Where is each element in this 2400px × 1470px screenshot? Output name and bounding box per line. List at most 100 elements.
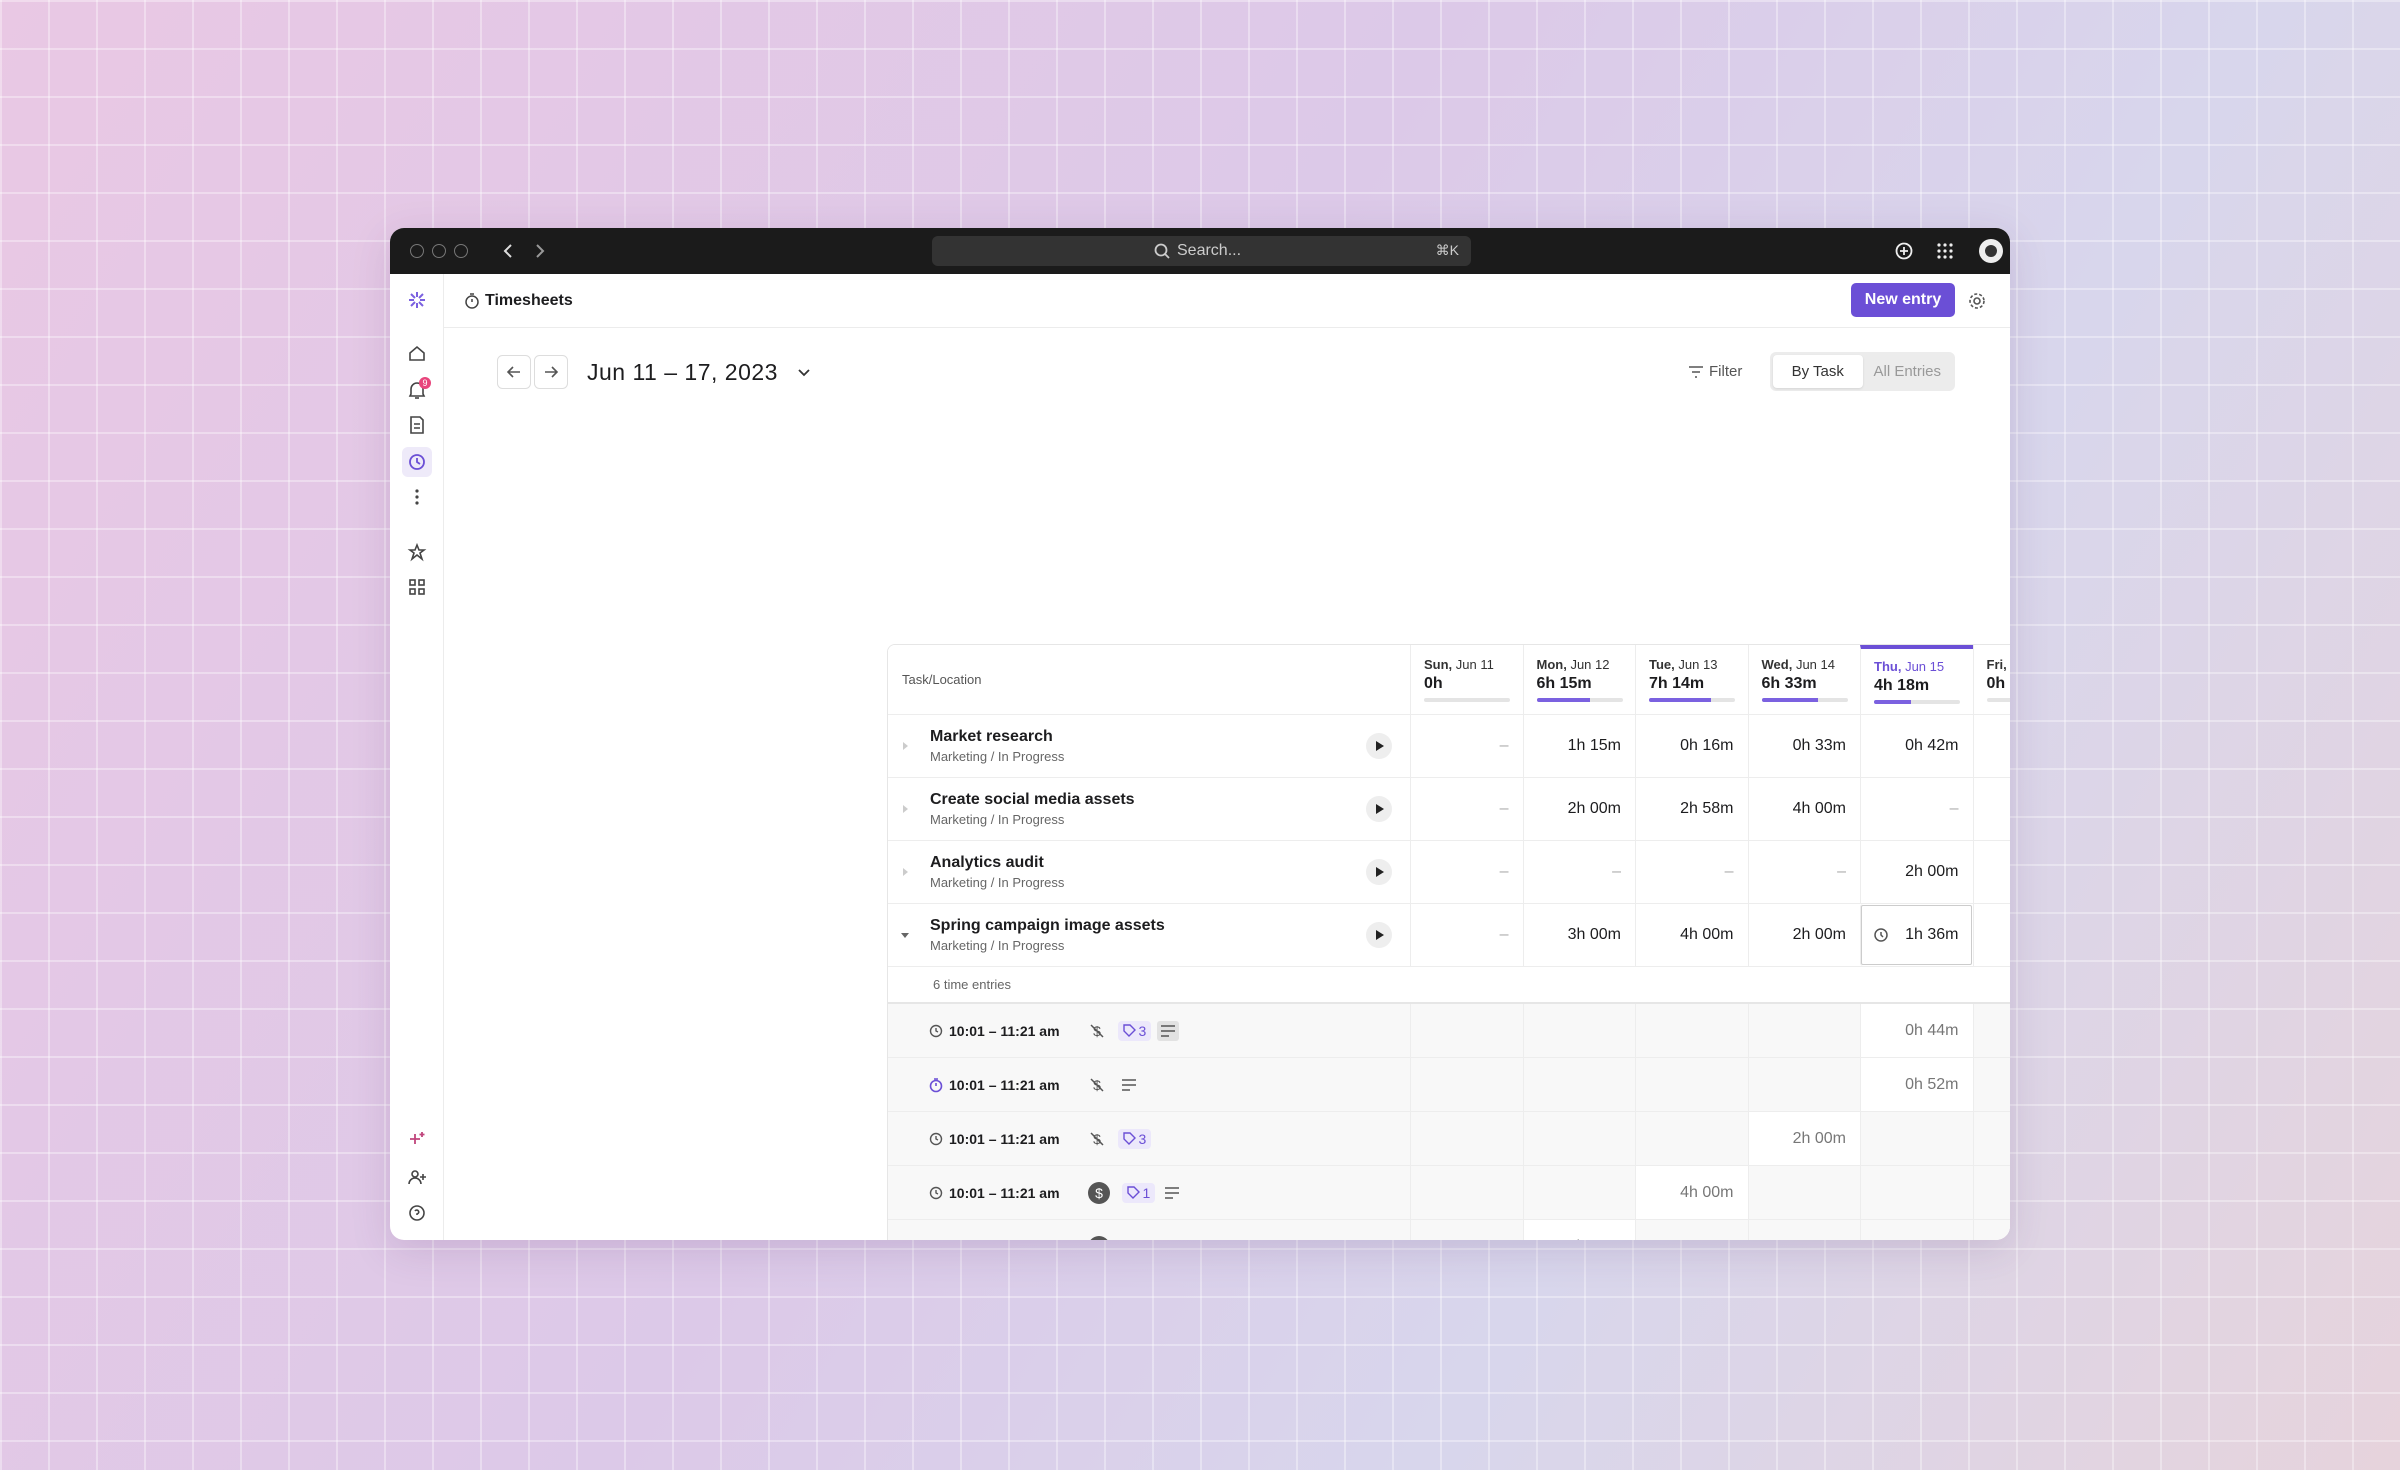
date-dropdown[interactable] [797,368,811,378]
entry-time-cell[interactable]: 2h 00m [1747,1112,1860,1165]
window-control[interactable] [432,244,446,258]
tag-count: 1 [1142,1184,1151,1201]
time-cell[interactable]: – [1972,715,2011,777]
weekday: Wed, [1761,657,1793,672]
time-cell[interactable]: – [1410,715,1523,777]
help-icon[interactable] [409,1205,425,1221]
time-cell[interactable]: – [1635,841,1748,903]
time-value: 2h 58m [1680,800,1734,817]
entry-time-cell[interactable]: 0h 44m [1860,1004,1973,1057]
expand-toggle [900,741,910,751]
window-control[interactable] [410,244,424,258]
entries-label-row: 6 time entries [888,967,2010,1004]
weekday: Thu, [1874,659,1902,674]
time-cell[interactable]: 2h 00m [1522,778,1636,840]
task-row: Create social media assets Marketing / In… [888,778,2010,841]
entry-time-cell [1972,1058,2011,1111]
entry-time-cell [1860,1220,1973,1240]
forward-button[interactable] [532,243,548,259]
home-icon[interactable] [409,345,425,361]
entry-time-cell [1635,1220,1748,1240]
task-cell: Analytics audit Marketing / In Progress [888,841,1410,903]
entry-time-cell [1860,1166,1973,1219]
new-entry-button[interactable]: New entry [1851,283,1955,317]
entry-value: 4h 00m [1680,1183,1734,1201]
entry-time-cell[interactable]: 2h 00m [1522,1220,1635,1240]
add-icon[interactable] [1895,242,1913,260]
task-row: Spring campaign image assets Marketing / … [888,904,2010,967]
settings-icon[interactable] [1968,292,1986,310]
window-control[interactable] [454,244,468,258]
time-cell[interactable]: – [1522,841,1636,903]
progress-track [1874,700,1960,704]
entry-value: 2h 00m [1792,1129,1846,1147]
time-cell[interactable]: 4h 00m [1747,778,1861,840]
task-name: Spring campaign image assets [930,917,1165,934]
time-cell[interactable]: – [1747,841,1861,903]
tab[interactable]: All Entries [1873,363,1942,380]
time-cell[interactable]: 2h 58m [1635,778,1748,840]
day-label: Thu, Jun 15 [1874,659,1944,674]
time-cell[interactable]: – [1972,904,2011,966]
timesheet-table: Task/Location Sun, Jun 11 0h Mon, Jun 12 6h … [887,644,2010,1240]
time-cell[interactable]: 0h 33m [1747,715,1861,777]
back-button[interactable] [500,243,516,259]
time-value: 0h 16m [1680,737,1734,754]
time-cell[interactable]: – [1972,841,2011,903]
progress-fill [1761,698,1818,702]
time-cell[interactable]: 0h 16m [1635,715,1748,777]
day-label: Fri, Jun 16 [1987,657,2011,672]
time-cell[interactable]: 1h 15m [1522,715,1636,777]
task-name: Create social media assets [930,791,1135,808]
tag-count: 3 [1138,1130,1147,1147]
tags[interactable]: 1 [1121,1182,1156,1203]
time-cell[interactable]: 2h 00m [1747,904,1861,966]
expand-toggle [900,867,910,877]
date: Jun 11 [1455,657,1494,672]
progress-fill [1536,698,1591,702]
time-cell[interactable]: 4h 00m [1635,904,1748,966]
search-placeholder: Search... [1177,242,1242,259]
day-label: Mon, Jun 12 [1537,657,1610,672]
more-icon[interactable] [415,489,419,505]
time-cell[interactable]: – [1410,904,1523,966]
avatar[interactable] [1979,239,2003,263]
time-cell[interactable]: – [1410,778,1523,840]
note-icon [1161,1183,1183,1203]
entry-time-cell [1410,1220,1523,1240]
logo[interactable] [409,292,425,308]
time-cell[interactable]: – [1410,841,1523,903]
time-cell[interactable]: 0h 42m [1860,715,1973,777]
tab[interactable]: By Task [1773,355,1863,388]
time-cell[interactable]: 1h 36m [1860,904,1973,966]
filter-button[interactable]: Filter [1709,363,1743,380]
time-cell[interactable]: – [1972,778,2011,840]
favorites-icon[interactable] [407,542,427,562]
ai-icon[interactable] [410,1132,425,1144]
entry-time-cell[interactable]: 4h 00m [1635,1166,1748,1219]
entry-time: 10:01 – 11:21 am [949,1130,1060,1147]
entry-time-cell [1747,1220,1861,1240]
date-range[interactable]: Jun 11 – 17, 2023 [587,359,778,385]
apps-icon[interactable] [409,579,425,595]
search-bar[interactable]: Search... ⌘K [932,236,1471,266]
tags[interactable]: 3 [1117,1128,1152,1149]
day-header: Fri, Jun 16 0h [1972,645,2011,714]
entry-time-cell[interactable]: 0h 52m [1860,1058,1973,1111]
entry-time-cell [1972,1220,2011,1240]
timesheets-icon[interactable] [409,454,425,470]
apps-icon[interactable] [1936,242,1954,260]
time-value: 1h 36m [1905,926,1959,943]
time-cell[interactable]: 2h 00m [1860,841,1973,903]
tags[interactable]: 3 [1117,1020,1152,1041]
badge-count: 9 [422,378,427,388]
tag-icon [1122,1132,1136,1145]
expand-toggle [900,804,910,814]
time-value: 1h 15m [1567,737,1621,754]
invite-icon[interactable] [408,1170,426,1185]
time-cell[interactable]: 3h 00m [1522,904,1636,966]
time-cell[interactable]: – [1860,778,1973,840]
documents-icon[interactable] [410,416,424,434]
date: Jun 12 [1570,657,1610,672]
tag-icon [1122,1024,1136,1037]
